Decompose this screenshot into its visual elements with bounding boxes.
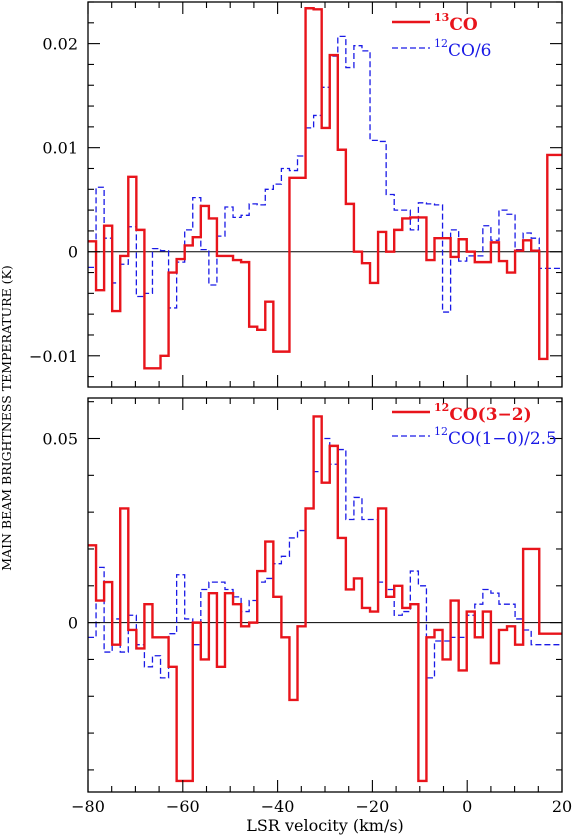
y-axis-label: MAIN BEAM BRIGHTNESS TEMPERATURE (K) — [0, 265, 14, 571]
x-tick-label: −60 — [166, 797, 200, 816]
legend-isotope-superscript: 12 — [434, 401, 449, 414]
legend-species: CO — [449, 15, 478, 35]
legend-isotope-superscript: 13 — [434, 11, 449, 24]
x-tick-label: 0 — [462, 797, 472, 816]
y-tick-label: 0.02 — [42, 35, 78, 54]
legend-species: CO/6 — [448, 41, 492, 61]
legend-species: CO(3−2) — [449, 405, 531, 425]
series-line-1-0 — [88, 415, 562, 783]
y-tick-label: 0 — [68, 243, 78, 262]
y-tick-label: 0 — [68, 614, 78, 633]
x-tick-label: −20 — [356, 797, 390, 816]
x-axis-label: LSR velocity (km/s) — [246, 816, 404, 835]
x-tick-label: −40 — [261, 797, 295, 816]
plot-frame — [87, 397, 563, 793]
y-tick-label: 0.01 — [42, 139, 78, 158]
legend-label: 12CO(1−0)/2.5 — [434, 425, 557, 449]
series-line-0-0 — [88, 7, 562, 370]
series-line-0-1 — [88, 35, 562, 313]
legend-isotope-superscript: 12 — [434, 425, 448, 438]
legend-label: 13CO — [434, 11, 478, 35]
y-tick-label: 0.05 — [42, 430, 78, 449]
legend-label: 12CO(3−2) — [434, 401, 532, 425]
y-tick-label: −0.01 — [29, 347, 78, 366]
x-tick-label: −80 — [71, 797, 105, 816]
x-tick-label: 20 — [552, 797, 572, 816]
legend-label: 12CO/6 — [434, 37, 492, 61]
legend-isotope-superscript: 12 — [434, 37, 448, 50]
legend-species: CO(1−0)/2.5 — [448, 429, 557, 449]
panel-bottom: 00.05−80 −60 −40 −20 0 2012CO(3−2)12CO(1−0)/2… — [42, 397, 572, 816]
